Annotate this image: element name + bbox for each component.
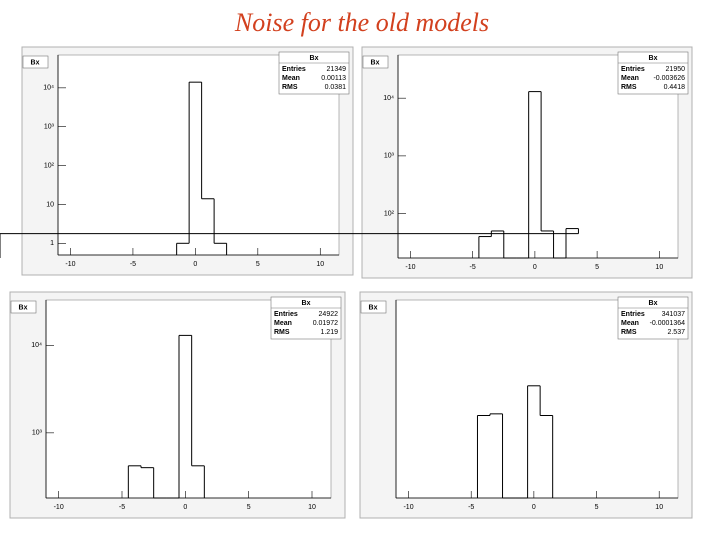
histogram-panel: -10 -5 0 5 10 Bx Bx Entries 341037 Mean -0.0001364… xyxy=(359,291,693,519)
y-tick-label: 10³ xyxy=(32,430,43,437)
stats-label: Entries xyxy=(621,66,645,73)
stats-value: 21349 xyxy=(327,66,347,73)
x-tick-label: 0 xyxy=(193,261,197,268)
stats-value: -0.003626 xyxy=(653,75,685,82)
x-tick-label: 0 xyxy=(532,504,536,511)
stats-value: 2.537 xyxy=(667,329,685,336)
x-tick-label: 10 xyxy=(308,504,316,511)
stats-label: Entries xyxy=(282,66,306,73)
title-box xyxy=(10,300,37,314)
y-tick-label: 1 xyxy=(50,240,54,247)
x-tick-label: 10 xyxy=(655,264,663,271)
stats-label: Entries xyxy=(274,311,298,318)
title-box xyxy=(360,300,387,314)
x-tick-label: 5 xyxy=(595,264,599,271)
histogram-title: Bx xyxy=(371,59,380,66)
y-tick-label: 10⁴ xyxy=(31,342,42,349)
stats-box xyxy=(270,296,342,340)
stats-label: Mean xyxy=(621,320,639,327)
x-tick-label: -5 xyxy=(470,264,476,271)
stats-value: 1.219 xyxy=(320,329,338,336)
histogram-title: Bx xyxy=(31,59,40,66)
stats-value: 0.4418 xyxy=(664,84,686,91)
x-tick-label: 5 xyxy=(256,261,260,268)
x-tick-label: -10 xyxy=(403,504,413,511)
stats-box xyxy=(278,51,350,95)
stats-value: 0.0381 xyxy=(325,84,347,91)
stats-name: Bx xyxy=(649,55,658,62)
stats-label: RMS xyxy=(282,84,298,91)
stats-label: Mean xyxy=(282,75,300,82)
stats-name: Bx xyxy=(649,300,658,307)
x-tick-label: 5 xyxy=(595,504,599,511)
x-tick-label: -10 xyxy=(65,261,75,268)
histogram-panel: -10 -5 0 5 10 10³ 10⁴ Bx Bx Entries 24922 Mean 0.019… xyxy=(9,291,346,519)
stats-label: RMS xyxy=(274,329,290,336)
x-tick-label: -10 xyxy=(405,264,415,271)
stats-value: 24922 xyxy=(319,311,339,318)
x-tick-label: -5 xyxy=(130,261,136,268)
stats-value: 21950 xyxy=(666,66,686,73)
stats-value: 341037 xyxy=(662,311,685,318)
x-tick-label: 10 xyxy=(316,261,324,268)
x-tick-label: -5 xyxy=(468,504,474,511)
histogram-title: Bx xyxy=(369,304,378,311)
stats-box xyxy=(617,51,689,95)
histogram-panel: -10 -5 0 5 10 1 10 10² 10³ 10⁴ Bx Bx Entries 21349 Mea… xyxy=(21,46,354,276)
stats-box xyxy=(617,296,689,340)
title-box xyxy=(362,55,389,69)
title-box xyxy=(22,55,49,69)
x-tick-label: 0 xyxy=(533,264,537,271)
x-tick-label: 10 xyxy=(655,504,663,511)
y-tick-label: 10³ xyxy=(44,124,55,131)
stats-value: 0.00113 xyxy=(321,75,346,82)
y-tick-label: 10² xyxy=(384,210,395,217)
stats-label: Entries xyxy=(621,311,645,318)
stats-value: -0.0001364 xyxy=(650,320,686,327)
slide-title: Noise for the old models xyxy=(234,8,489,37)
stats-label: Mean xyxy=(274,320,292,327)
stats-label: Mean xyxy=(621,75,639,82)
y-tick-label: 10⁴ xyxy=(43,85,54,92)
y-tick-label: 10² xyxy=(44,162,55,169)
y-tick-label: 10³ xyxy=(384,153,395,160)
x-tick-label: -10 xyxy=(54,504,64,511)
x-tick-label: 5 xyxy=(247,504,251,511)
y-tick-label: 10 xyxy=(46,201,54,208)
stats-name: Bx xyxy=(310,55,319,62)
histogram-title: Bx xyxy=(19,304,28,311)
x-tick-label: -5 xyxy=(119,504,125,511)
stats-name: Bx xyxy=(302,300,311,307)
stats-value: 0.01972 xyxy=(313,320,338,327)
stats-label: RMS xyxy=(621,84,637,91)
x-tick-label: 0 xyxy=(183,504,187,511)
y-tick-label: 10⁴ xyxy=(383,95,394,102)
stats-label: RMS xyxy=(621,329,637,336)
